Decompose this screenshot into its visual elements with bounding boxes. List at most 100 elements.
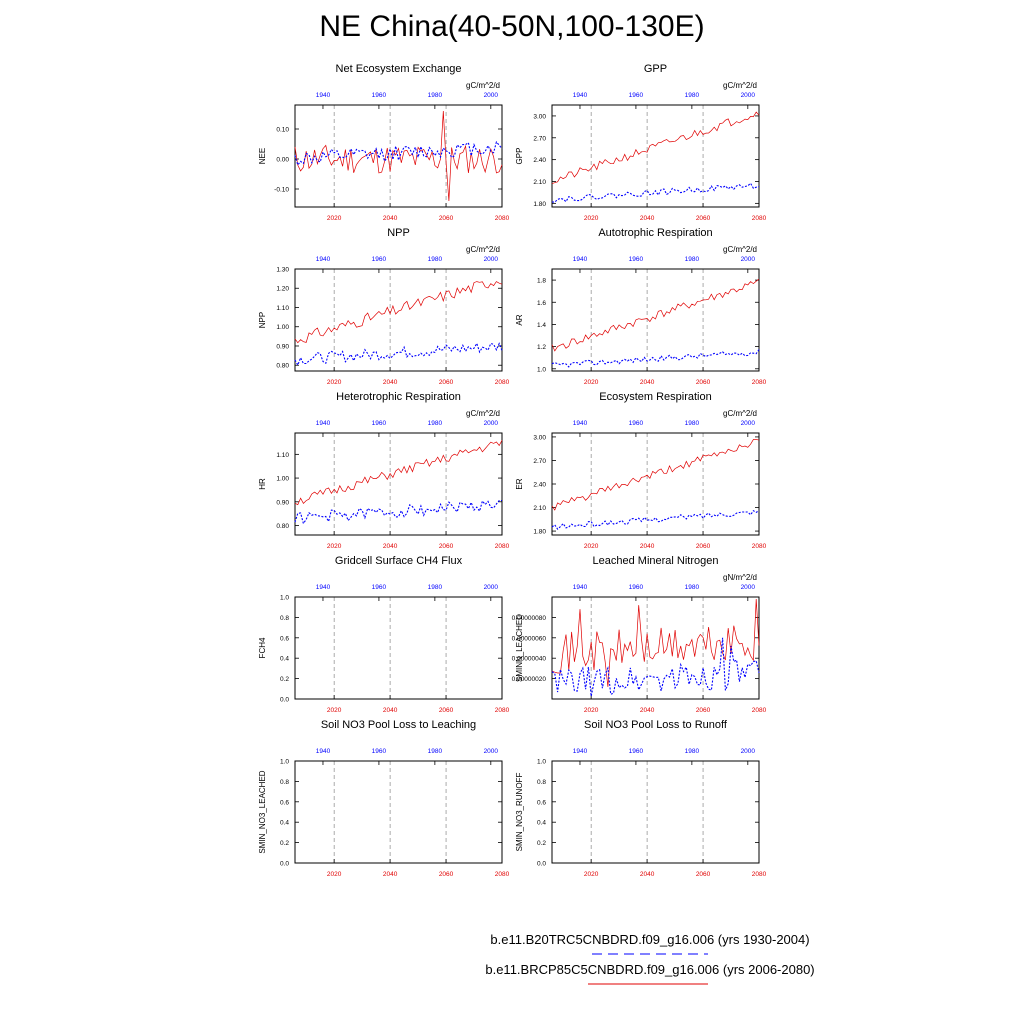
panel-1-ytick-label: -0.10 [274, 187, 289, 194]
panel-4-top-xtick-label: 1980 [685, 256, 700, 263]
panel-2-top-xtick-label: 1960 [629, 92, 644, 99]
panel-7-top-xtick-label: 1940 [316, 584, 331, 591]
panel-6-xtick-label: 2040 [640, 543, 655, 550]
panel-6-xtick-label: 2020 [584, 543, 599, 550]
panel-5-units: gC/m^2/d [466, 409, 500, 418]
panel-7-top-xtick-label: 2000 [484, 584, 499, 591]
panel-5-series-historical [294, 499, 502, 525]
panel-9-xtick-label: 2060 [439, 871, 454, 878]
panel-10-ytick-label: 0.0 [537, 861, 546, 868]
legend-future-label: b.e11.BRCP85C5CNBDRD.f09_g16.006 (yrs 20… [485, 962, 815, 977]
panel-4-top-xtick-label: 2000 [741, 256, 756, 263]
panel-5-top-xtick-label: 2000 [484, 420, 499, 427]
panel-6-ytick-label: 2.70 [533, 458, 546, 465]
panel-5-xtick-label: 2060 [439, 543, 454, 550]
panel-1-ylabel: NEE [258, 148, 267, 164]
panel-6-top-xtick-label: 1960 [629, 420, 644, 427]
panel-7-xtick-label: 2020 [327, 707, 342, 714]
panel-8-xtick-label: 2040 [640, 707, 655, 714]
panel-2-ytick-label: 3.00 [533, 113, 546, 120]
panel-2-ytick-label: 1.80 [533, 201, 546, 208]
panel-6-ytick-label: 1.80 [533, 529, 546, 536]
panel-7-ytick-label: 0.6 [280, 635, 289, 642]
panel-4-series-historical [551, 349, 760, 368]
panel-8-ytick-label: 0.00000040 [512, 656, 547, 663]
panel-5-ytick-label: 0.80 [276, 523, 289, 530]
panel-6-ytick-label: 2.10 [533, 505, 546, 512]
panel-6-xtick-label: 2080 [752, 543, 767, 550]
panel-10-ytick-label: 0.8 [537, 779, 546, 786]
panel-1-top-xtick-label: 1960 [372, 92, 387, 99]
legend-future-swatch [588, 983, 708, 985]
panel-3-ytick-label: 1.00 [276, 324, 289, 331]
panel-9-xtick-label: 2040 [383, 871, 398, 878]
panel-3-ytick-label: 0.80 [276, 363, 289, 370]
panel-2-top-xtick-label: 2000 [741, 92, 756, 99]
panel-5-xtick-label: 2020 [327, 543, 342, 550]
panel-7-ytick-label: 0.8 [280, 615, 289, 622]
panel-10-xtick-label: 2060 [696, 871, 711, 878]
panel-4-top-xtick-label: 1940 [573, 256, 588, 263]
panel-1-top-xtick-label: 1940 [316, 92, 331, 99]
panel-2-ytick-label: 2.10 [533, 179, 546, 186]
panel-3-xtick-label: 2040 [383, 379, 398, 386]
panel-2-frame [551, 104, 760, 208]
panel-7-ylabel: FCH4 [258, 637, 267, 658]
panel-3-ytick-label: 1.30 [276, 267, 289, 274]
panel-5-ytick-label: 1.10 [276, 452, 289, 459]
panel-1-units: gC/m^2/d [466, 81, 500, 90]
panel-10-title: Soil NO3 Pool Loss to Runoff [584, 719, 728, 731]
panel-7-ytick-label: 0.4 [280, 656, 289, 663]
panel-10-frame [551, 760, 760, 864]
panel-1-ytick-label: 0.10 [276, 127, 289, 134]
panel-1-xtick-label: 2080 [495, 215, 510, 222]
panel-8-ytick-label: 0.00000080 [512, 615, 547, 622]
panel-1-series-future [294, 110, 503, 202]
panel-8-ytick-label: 0.00000060 [512, 635, 547, 642]
panel-2-top-xtick-label: 1980 [685, 92, 700, 99]
panel-9-top-xtick-label: 2000 [484, 748, 499, 755]
panel-2-title: GPP [644, 63, 667, 75]
panel-7-ytick-label: 0.0 [280, 697, 289, 704]
panel-6-series-historical [551, 509, 760, 530]
panel-6-ylabel: ER [515, 478, 524, 489]
panel-9-ytick-label: 0.8 [280, 779, 289, 786]
panel-3-frame [294, 268, 503, 372]
panel-7-xtick-label: 2080 [495, 707, 510, 714]
panel-6-xtick-label: 2060 [696, 543, 711, 550]
panel-8-top-xtick-label: 1980 [685, 584, 700, 591]
panel-3-xtick-label: 2080 [495, 379, 510, 386]
panel-2-xtick-label: 2040 [640, 215, 655, 222]
panel-4-units: gC/m^2/d [723, 245, 757, 254]
panel-8-series-historical [551, 637, 760, 697]
panel-4-xtick-label: 2020 [584, 379, 599, 386]
panel-8-title: Leached Mineral Nitrogen [593, 555, 719, 567]
panel-3-units: gC/m^2/d [466, 245, 500, 254]
panel-9-ytick-label: 1.0 [280, 759, 289, 766]
panel-8-xtick-label: 2020 [584, 707, 599, 714]
panel-5-top-xtick-label: 1960 [372, 420, 387, 427]
panel-2-ytick-label: 2.70 [533, 135, 546, 142]
panel-4-frame [551, 268, 760, 372]
panel-7-xtick-label: 2040 [383, 707, 398, 714]
panel-6-ytick-label: 2.40 [533, 482, 546, 489]
panel-4-ytick-label: 1.2 [537, 344, 546, 351]
panel-2-series-historical [551, 182, 760, 203]
legend-historical-swatch [592, 953, 708, 955]
panel-3-ytick-label: 0.90 [276, 343, 289, 350]
panel-3-xtick-label: 2060 [439, 379, 454, 386]
panel-2-xtick-label: 2020 [584, 215, 599, 222]
panel-6-top-xtick-label: 1980 [685, 420, 700, 427]
panel-4-ytick-label: 1.8 [537, 278, 546, 285]
panel-5-ytick-label: 0.90 [276, 499, 289, 506]
panel-10-top-xtick-label: 2000 [741, 748, 756, 755]
panel-9-title: Soil NO3 Pool Loss to Leaching [321, 719, 476, 731]
panel-2-xtick-label: 2080 [752, 215, 767, 222]
panel-8-top-xtick-label: 2000 [741, 584, 756, 591]
panel-7-top-xtick-label: 1980 [428, 584, 443, 591]
panel-2-top-xtick-label: 1940 [573, 92, 588, 99]
panel-6-series-future [551, 438, 760, 511]
panel-9-xtick-label: 2020 [327, 871, 342, 878]
panel-9-ytick-label: 0.2 [280, 840, 289, 847]
